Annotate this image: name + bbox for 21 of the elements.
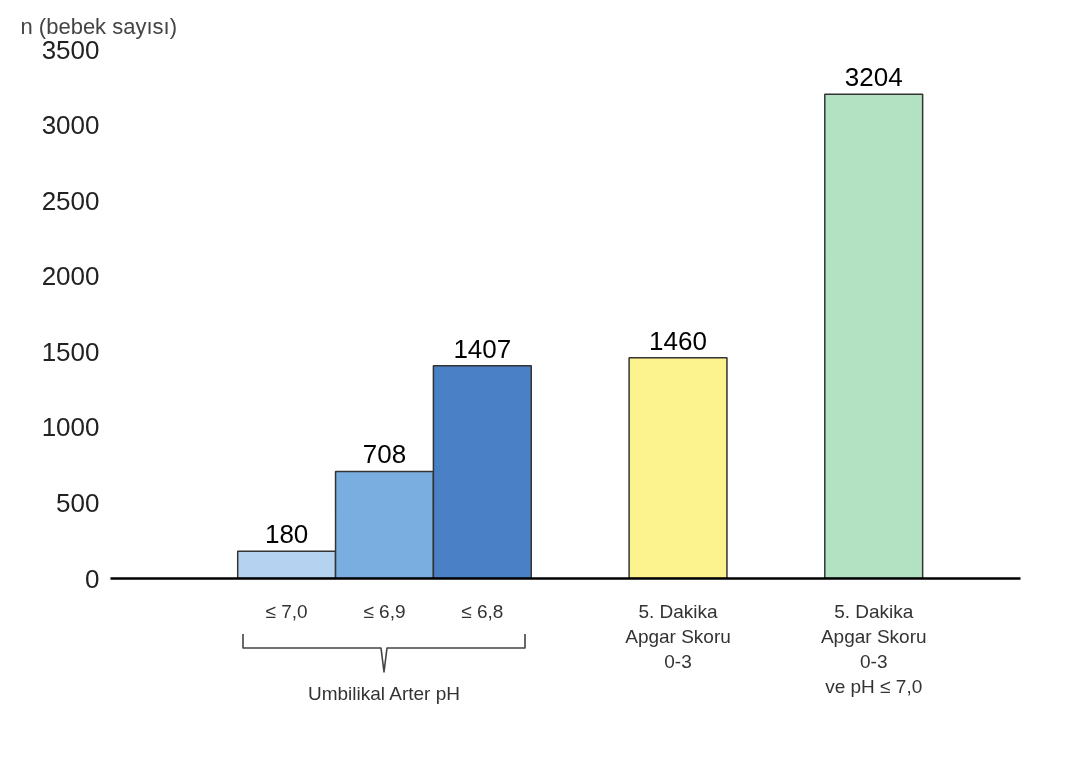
y-tick-label: 3000 [41,110,100,141]
x-tick-label: ≤ 6,9 [363,600,406,622]
data-label: 3204 [844,62,903,93]
x-tick-label: 5. Dakika Apgar Skoru 0-3 [625,600,731,672]
x-tick-label: ≤ 7,0 [265,600,308,622]
data-label: 180 [264,519,309,550]
y-tick-label: 2500 [41,185,100,216]
data-label: 708 [362,439,407,470]
data-label: 1407 [453,333,512,364]
data-label: 1460 [649,325,707,356]
y-tick-label: 0 [85,563,100,594]
y-tick-label: 1500 [41,336,100,367]
y-axis-title: n (bebek sayısı) [20,13,178,39]
x-tick-label: 5. Dakika Apgar Skoru 0-3 ve pH ≤ 7,0 [820,600,927,698]
y-tick-label: 2000 [41,261,100,292]
y-tick-label: 500 [56,487,100,518]
text: Umbilikal Arter pH [306,682,461,706]
bar [824,93,924,579]
x-tick-label: ≤ 6,8 [461,600,504,622]
y-tick-label: 1000 [41,412,100,443]
bar [628,357,728,579]
